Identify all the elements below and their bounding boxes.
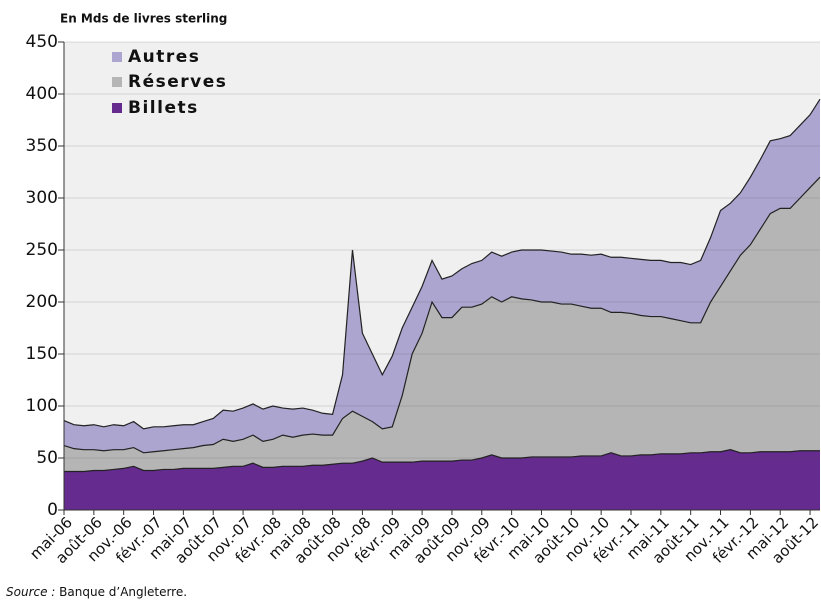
y-tick-label: 400 (26, 84, 58, 104)
y-tick-label: 300 (26, 188, 58, 208)
legend-label: Billets (128, 98, 199, 118)
source-text: Banque d’Angleterre. (59, 585, 187, 599)
y-tick-label: 150 (26, 344, 58, 364)
chart-subtitle: En Mds de livres sterling (60, 12, 227, 26)
legend-swatch (112, 103, 122, 113)
y-tick-label: 200 (26, 292, 58, 312)
legend-label: Réserves (128, 72, 227, 92)
area-outline (64, 449, 820, 473)
y-tick-label: 100 (26, 396, 58, 416)
area-outline (63, 98, 821, 430)
area-outline (63, 176, 821, 454)
legend-label: Autres (128, 47, 200, 67)
source-label: Source : (6, 585, 55, 599)
area (64, 177, 820, 472)
y-tick-label: 0 (47, 500, 58, 520)
area (64, 99, 820, 453)
source: Source : Banque d’Angleterre. (6, 585, 187, 599)
y-tick-label: 350 (26, 136, 58, 156)
area (64, 449, 820, 510)
y-tick-label: 450 (26, 32, 58, 52)
legend-swatch (112, 77, 122, 87)
y-tick-label: 50 (36, 448, 58, 468)
legend-swatch (112, 52, 122, 62)
y-tick-label: 250 (26, 240, 58, 260)
